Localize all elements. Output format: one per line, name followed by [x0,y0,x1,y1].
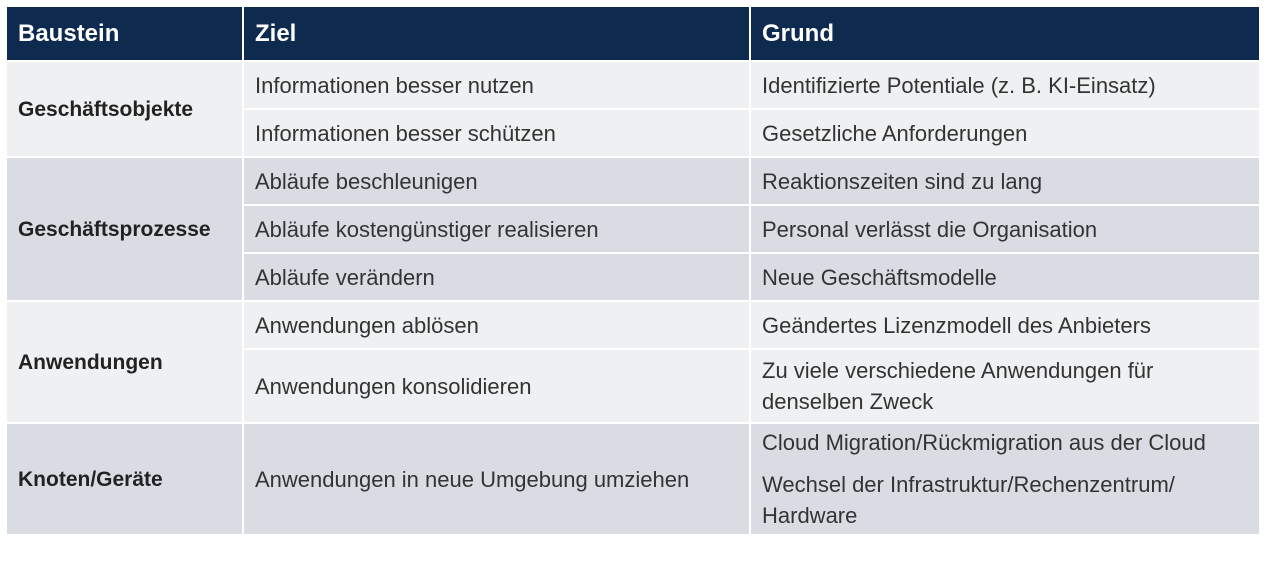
grund-cell: Neue Geschäftsmodelle [749,252,1261,302]
grund-cell: Geändertes Lizenzmodell des Anbieters [749,300,1261,350]
table-row: Abläufe kostengünstiger realisieren Pers… [6,204,1261,254]
grund-line: Wechsel der Infrastruktur/Rechenzentrum/… [762,472,1175,528]
ziel-cell: Abläufe verändern [242,252,751,302]
baustein-cell: Anwendungen [5,300,244,424]
ziel-cell: Anwendungen in neue Umgebung umziehen [242,422,751,536]
grund-cell: Identifizierte Potentiale (z. B. KI-Eins… [749,60,1261,110]
table-row: Geschäftsobjekte Informationen besser nu… [5,60,1261,158]
grund-cell: Zu viele verschiedene Anwendungen für de… [749,348,1261,424]
ziel-cell: Anwendungen konsolidieren [242,348,751,424]
table-row: Abläufe verändern Neue Geschäftsmodelle [6,252,1261,302]
header-baustein: Baustein [5,7,244,61]
header-grund: Grund [749,7,1261,61]
grund-cell: Gesetzliche Anforderungen [749,108,1261,158]
baustein-cell: Geschäftsobjekte [5,60,244,158]
grund-cell: Personal verlässt die Organisation [749,204,1261,254]
table-row: Anwendungen konsolidieren Zu viele versc… [6,348,1261,424]
baustein-cell: Geschäftsprozesse [5,156,244,302]
grund-cell: Reaktionszeiten sind zu lang [749,156,1261,206]
ziel-cell: Abläufe kostengünstiger realisieren [242,204,751,254]
header-ziel: Ziel [242,7,751,61]
table-row: Anwendungen Anwendungen ablösen Geändert… [5,300,1261,424]
ziel-cell: Informationen besser schützen [242,108,751,158]
table-row: Knoten/Geräte Anwendungen in neue Umgebu… [5,422,1261,536]
grund-cell: Cloud Migration/Rückmigration aus der Cl… [749,422,1261,536]
grund-line: Cloud Migration/Rückmigration aus der Cl… [762,430,1206,455]
goals-table: Baustein Ziel Grund Geschäftsobjekte Inf… [5,7,1261,536]
table-row: Geschäftsprozesse Abläufe beschleunigen … [5,156,1261,302]
header-row: Baustein Ziel Grund [5,7,1261,61]
ziel-cell: Abläufe beschleunigen [242,156,751,206]
baustein-cell: Knoten/Geräte [5,422,244,536]
table-row: Informationen besser schützen Gesetzlich… [6,108,1261,158]
ziel-cell: Anwendungen ablösen [242,300,751,350]
ziel-cell: Informationen besser nutzen [242,60,751,110]
